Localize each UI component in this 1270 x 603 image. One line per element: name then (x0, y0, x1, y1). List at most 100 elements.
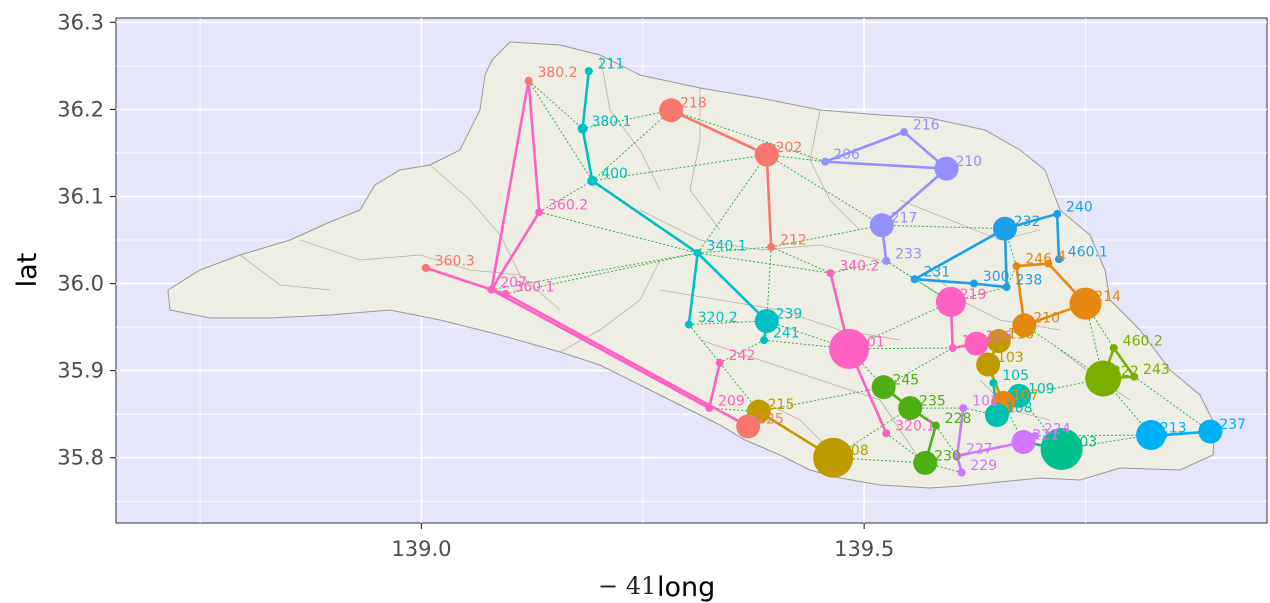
point-label: 219 (960, 287, 987, 303)
y-axis-ticks: 35.8 35.9 36.0 36.1 36.2 36.3 (57, 10, 116, 470)
cluster-edge (913, 227, 1007, 281)
point-label: 202 (776, 140, 803, 156)
point-label: 246 (1025, 252, 1052, 268)
data-point (931, 421, 940, 430)
point-label: 110 (1008, 326, 1035, 342)
point-label: 108 (1006, 400, 1033, 416)
point-label: 212 (780, 232, 807, 248)
data-point (935, 286, 966, 317)
point-label: 106 (985, 329, 1012, 345)
point-label: 300 (983, 269, 1010, 285)
neighbor-link (881, 224, 1005, 230)
point-label: 104 (962, 333, 989, 349)
point-label: 221 (1032, 427, 1059, 443)
neighbor-link (688, 324, 721, 364)
cluster-edge (581, 69, 591, 130)
neighbor-link (697, 246, 772, 254)
point-label: 215 (768, 397, 795, 413)
data-point (913, 450, 938, 475)
point-label: 460.2 (1123, 333, 1163, 349)
data-point (953, 451, 962, 460)
data-point (1031, 431, 1040, 440)
point-label: 237 (1219, 417, 1246, 433)
data-point (577, 123, 588, 134)
point-label: 222 (1112, 364, 1139, 380)
point-label: 211 (598, 57, 625, 73)
data-point (1040, 427, 1083, 470)
neighbor-link (1061, 434, 1152, 450)
data-point (421, 263, 430, 272)
data-point (976, 352, 1001, 377)
data-point (754, 142, 779, 167)
neighbor-link (770, 246, 831, 274)
data-point (705, 404, 714, 413)
cluster-edge (765, 153, 773, 249)
data-point (959, 404, 968, 413)
data-point (1159, 431, 1168, 440)
cluster-edge (490, 79, 530, 291)
neighbor-link (528, 80, 583, 129)
cluster-edge (1015, 262, 1050, 268)
neighbor-link (582, 109, 672, 130)
point-label: 235 (919, 393, 946, 409)
x-axis-ticks: 139.0 139.5 (391, 523, 894, 561)
point-label: 201 (858, 334, 885, 350)
data-point (1011, 430, 1036, 455)
point-label: 203 (1070, 434, 1097, 450)
neighbor-link (697, 154, 768, 254)
y-tick-label: 36.2 (57, 97, 104, 121)
cluster-edge (823, 130, 906, 163)
data-point (829, 328, 870, 369)
cluster-edge (687, 251, 699, 326)
data-point (693, 249, 702, 258)
point-label: 242 (729, 348, 756, 364)
x-tick-label: 139.5 (834, 537, 894, 561)
data-point (984, 403, 1009, 428)
land-outline (167, 41, 1216, 489)
point-label: 230 (934, 448, 961, 464)
point-label: 239 (776, 306, 803, 322)
cluster-edge (1055, 212, 1061, 261)
data-point (1085, 360, 1122, 397)
point-label: 243 (1143, 362, 1170, 378)
data-point (869, 213, 894, 238)
data-point (898, 396, 923, 421)
data-point (760, 336, 769, 345)
neighbor-link (1035, 434, 1152, 437)
point-label: 210 (1033, 311, 1060, 327)
y-axis-title: lat (12, 253, 43, 288)
neighbor-link (719, 339, 765, 364)
data-point (821, 157, 830, 166)
neighbor-link (766, 154, 883, 226)
point-label: 217 (891, 211, 918, 227)
data-point (487, 285, 496, 294)
point-label: 214 (1094, 289, 1121, 305)
point-label: 213 (1160, 420, 1187, 436)
data-point (826, 269, 835, 278)
data-point (934, 156, 959, 181)
data-point (715, 358, 724, 367)
data-point (969, 279, 978, 288)
data-point (1130, 372, 1139, 381)
neighbor-link (688, 320, 767, 325)
neighbor-link (883, 347, 953, 388)
y-tick-label: 35.9 (57, 359, 104, 383)
neighbor-link (592, 109, 672, 182)
point-label: 218 (680, 96, 707, 112)
x-axis-prefix: − 41 (598, 572, 656, 600)
point-label: 238 (1016, 272, 1043, 288)
cluster-edge (707, 361, 722, 410)
data-point (1012, 262, 1021, 271)
point-label: 233 (895, 246, 922, 262)
point-label: 360.2 (548, 198, 588, 214)
point-label: 400 (601, 166, 628, 182)
neighbor-link (592, 154, 767, 182)
data-point (910, 275, 919, 284)
cluster-edge (955, 406, 965, 458)
point-label: 229 (970, 458, 997, 474)
point-label: 240 (1066, 199, 1093, 215)
data-point (587, 175, 598, 186)
x-axis-title: long (657, 572, 715, 603)
point-label: 380.2 (537, 65, 577, 81)
point-label: 360.1 (514, 279, 554, 295)
